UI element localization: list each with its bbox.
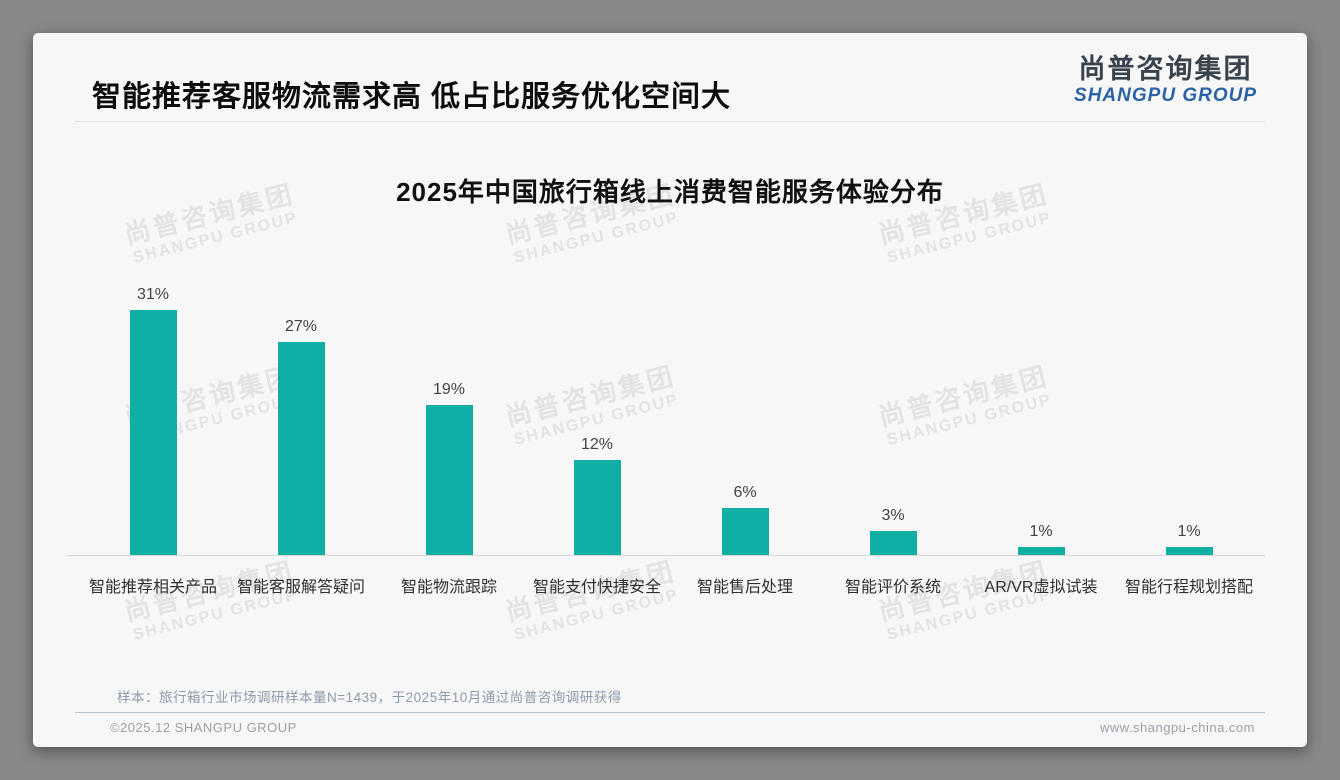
brand-logo: 尚普咨询集团 SHANGPU GROUP bbox=[1074, 54, 1257, 107]
title-divider bbox=[75, 121, 1265, 122]
watermark-line-en: SHANGPU GROUP bbox=[131, 209, 300, 267]
category-label: 智能售后处理 bbox=[696, 579, 793, 596]
bar-column: 1% bbox=[967, 523, 1115, 555]
bar bbox=[425, 404, 473, 555]
bar-value-label: 27% bbox=[284, 317, 318, 335]
chart-title: 2025年中国旅行箱线上消费智能服务体验分布 bbox=[396, 177, 944, 207]
bar-value-label: 1% bbox=[1029, 523, 1053, 541]
category-label: 智能支付快捷安全 bbox=[532, 579, 661, 596]
bar-value-label: 3% bbox=[881, 507, 905, 525]
bar-value-label: 31% bbox=[136, 286, 170, 304]
bar bbox=[1165, 547, 1213, 555]
bar-chart-plot: 31% 27% 19% 12% 6% 3% 1% 1% bbox=[66, 276, 1265, 556]
bar bbox=[129, 310, 177, 555]
bar bbox=[277, 341, 325, 555]
website-text: www.shangpu-china.com bbox=[1099, 720, 1255, 735]
bar-column: 19% bbox=[375, 381, 523, 555]
page-title: 智能推荐客服物流需求高 低占比服务优化空间大 bbox=[92, 81, 732, 113]
brand-logo-english: SHANGPU GROUP bbox=[1074, 84, 1257, 106]
bar-column: 3% bbox=[819, 507, 967, 555]
bar-column: 12% bbox=[523, 436, 671, 555]
copyright-text: ©2025.12 SHANGPU GROUP bbox=[110, 720, 297, 735]
sample-note: 样本：旅行箱行业市场调研样本量N=1439，于2025年10月通过尚普咨询调研获… bbox=[117, 690, 622, 705]
bar-column: 27% bbox=[227, 318, 375, 555]
bar bbox=[721, 507, 769, 555]
bar-column: 6% bbox=[671, 484, 819, 555]
bar-column: 1% bbox=[1115, 523, 1263, 555]
bar bbox=[869, 531, 917, 555]
bar-chart-category-axis: 智能推荐相关产品 智能客服解答疑问 智能物流跟踪 智能支付快捷安全 智能售后处理 智能评价… bbox=[66, 557, 1265, 597]
category-label: 智能评价系统 bbox=[844, 579, 941, 596]
watermark-line-en: SHANGPU GROUP bbox=[885, 209, 1054, 267]
category-label: AR/VR虚拟试装 bbox=[984, 579, 1098, 596]
brand-logo-chinese: 尚普咨询集团 bbox=[1078, 54, 1253, 84]
category-label: 智能客服解答疑问 bbox=[236, 579, 365, 596]
bar-value-label: 1% bbox=[1177, 523, 1201, 541]
bar bbox=[573, 460, 621, 555]
footer-divider bbox=[75, 712, 1265, 713]
bar bbox=[1017, 547, 1065, 555]
category-label: 智能行程规划搭配 bbox=[1124, 579, 1253, 596]
category-label: 智能物流跟踪 bbox=[400, 579, 497, 596]
watermark-line-en: SHANGPU GROUP bbox=[512, 209, 681, 267]
bar-value-label: 19% bbox=[432, 380, 466, 398]
bar-value-label: 6% bbox=[733, 483, 757, 501]
bar-column: 31% bbox=[79, 286, 227, 555]
bar-value-label: 12% bbox=[580, 436, 614, 454]
report-card: 尚普咨询集团 SHANGPU GROUP 尚普咨询集团 SHANGPU GROUP 尚普… bbox=[33, 33, 1307, 747]
category-label: 智能推荐相关产品 bbox=[88, 579, 217, 596]
